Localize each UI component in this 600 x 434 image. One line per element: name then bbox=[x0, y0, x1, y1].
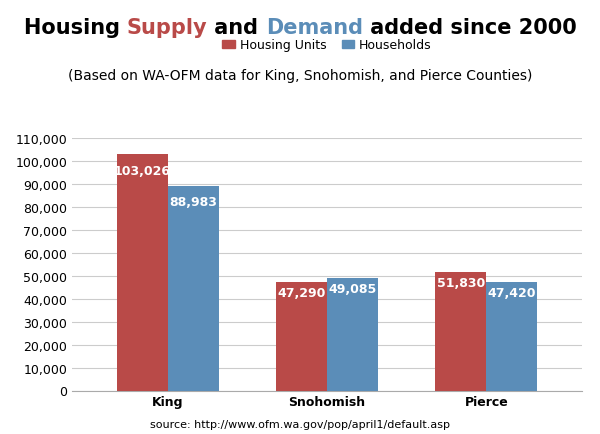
Text: Housing: Housing bbox=[23, 18, 127, 38]
Bar bbox=[487, 282, 538, 391]
Bar bbox=[436, 272, 487, 391]
Bar bbox=[116, 155, 167, 391]
Text: 49,085: 49,085 bbox=[328, 283, 377, 296]
Text: (Based on WA-OFM data for King, Snohomish, and Pierce Counties): (Based on WA-OFM data for King, Snohomis… bbox=[68, 69, 532, 83]
Text: 47,420: 47,420 bbox=[488, 286, 536, 299]
Text: Demand: Demand bbox=[266, 18, 362, 38]
Legend: Housing Units, Households: Housing Units, Households bbox=[217, 34, 437, 57]
Text: 103,026: 103,026 bbox=[113, 164, 170, 177]
Text: source: http://www.ofm.wa.gov/pop/april1/default.asp: source: http://www.ofm.wa.gov/pop/april1… bbox=[150, 419, 450, 429]
Text: added since 2000: added since 2000 bbox=[362, 18, 577, 38]
Text: 47,290: 47,290 bbox=[277, 287, 326, 300]
Text: and: and bbox=[208, 18, 266, 38]
Bar bbox=[327, 278, 378, 391]
Text: Supply: Supply bbox=[127, 18, 208, 38]
Text: 51,830: 51,830 bbox=[437, 277, 485, 290]
Text: 88,983: 88,983 bbox=[169, 195, 217, 208]
Bar bbox=[167, 187, 218, 391]
Bar bbox=[276, 283, 327, 391]
